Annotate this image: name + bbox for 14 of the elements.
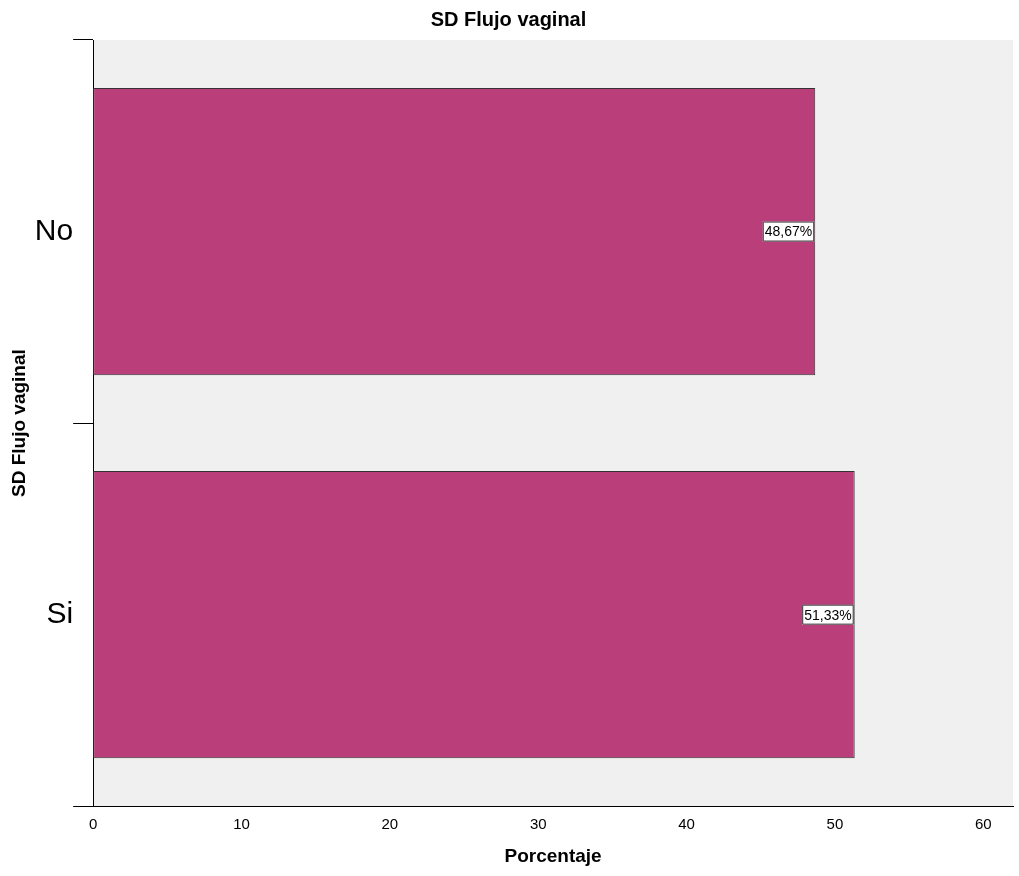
x-tick-label: 30 bbox=[529, 815, 547, 833]
y-tick-label: Si bbox=[46, 595, 74, 629]
data-label: 51,33% bbox=[804, 606, 852, 623]
x-tick-label: 0 bbox=[88, 815, 98, 833]
data-label: 48,67% bbox=[764, 223, 813, 240]
chart-title: SD Flujo vaginal bbox=[430, 7, 587, 30]
x-tick-label: 20 bbox=[381, 815, 399, 833]
x-tick-label: 60 bbox=[974, 815, 992, 833]
y-axis-title: SD Flujo vaginal bbox=[7, 349, 29, 498]
x-axis-title: Porcentaje bbox=[504, 844, 602, 866]
x-tick-label: 40 bbox=[678, 815, 695, 833]
y-tick-label: No bbox=[34, 212, 74, 246]
x-tick-label: 50 bbox=[826, 815, 844, 833]
x-tick-label: 10 bbox=[233, 815, 250, 833]
